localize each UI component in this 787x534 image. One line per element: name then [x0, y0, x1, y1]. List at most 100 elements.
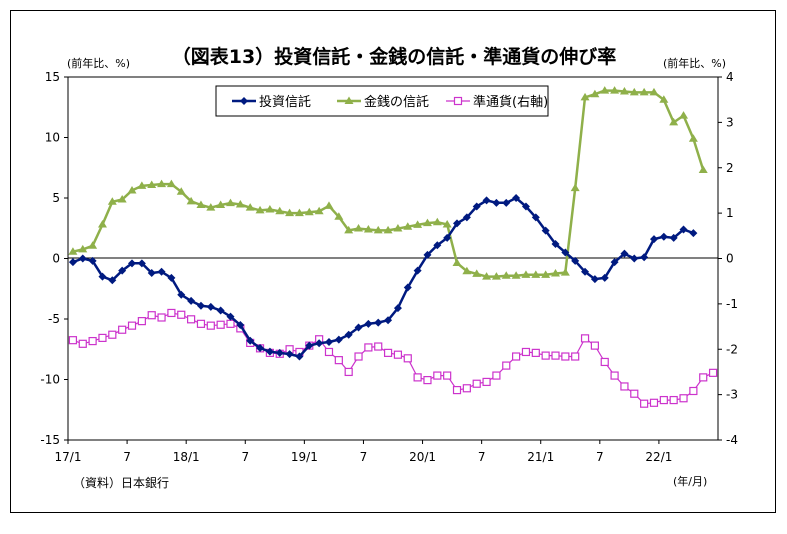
x-axis-unit: (年/月): [673, 474, 707, 488]
data-point: [433, 241, 442, 250]
data-point: [285, 208, 295, 217]
data-point: [679, 111, 689, 119]
series-line-quasi-money: [72, 312, 714, 405]
x-tick-label: 17/1: [55, 450, 82, 464]
data-point: [176, 187, 186, 195]
y-right-tick-label: -2: [726, 342, 738, 356]
data-point: [206, 302, 215, 311]
data-point: [68, 336, 78, 345]
data-point: [689, 386, 698, 396]
data-point: [590, 275, 599, 284]
data-point: [679, 225, 688, 234]
data-point: [304, 207, 314, 216]
data-point: [324, 347, 334, 357]
data-point: [187, 296, 196, 305]
data-point: [107, 197, 117, 205]
data-point: [157, 313, 166, 322]
chart-frame: （図表13）投資信託・金銭の信託・準通貨の伸び率 (前年比、%) (前年比、%)…: [10, 10, 776, 513]
data-point: [413, 266, 422, 275]
y-right-tick-label: -4: [726, 433, 738, 447]
x-tick-label: 21/1: [527, 450, 554, 464]
data-point: [620, 382, 629, 391]
data-point: [186, 196, 196, 205]
data-point: [403, 222, 413, 230]
data-point: [590, 341, 599, 350]
data-point: [541, 270, 551, 278]
data-point: [147, 180, 157, 188]
data-point: [226, 319, 235, 328]
data-point: [570, 183, 580, 192]
chart-svg: （図表13）投資信託・金銭の信託・準通貨の伸び率 (前年比、%) (前年比、%)…: [40, 45, 738, 490]
data-point: [541, 351, 550, 360]
y-axis-right-ticks: -4 -3 -2 -1 0 1 2 3 4: [718, 70, 738, 447]
y-left-tick-label: 15: [45, 70, 60, 84]
data-point: [393, 350, 403, 359]
x-tick-label: 22/1: [645, 450, 672, 464]
data-point: [659, 95, 669, 103]
data-point: [423, 250, 432, 259]
data-point: [482, 377, 491, 387]
data-point: [571, 352, 580, 361]
data-point: [285, 350, 294, 359]
data-point: [561, 248, 570, 257]
data-point: [147, 269, 156, 278]
data-point: [610, 258, 619, 267]
right-axis-unit: (前年比、%): [663, 56, 726, 70]
data-point: [393, 224, 403, 232]
legend-marker-triangle: [344, 96, 354, 104]
data-point: [433, 371, 442, 380]
y-left-tick-label: -15: [40, 433, 60, 447]
data-point: [295, 352, 304, 361]
data-point: [393, 304, 402, 313]
data-point: [88, 256, 97, 265]
data-point: [423, 376, 432, 385]
data-point: [422, 218, 432, 227]
data-point: [374, 318, 383, 327]
y-right-tick-label: 1: [726, 206, 734, 220]
data-point: [679, 394, 688, 403]
data-point: [157, 267, 166, 276]
y-left-tick-label: -10: [40, 373, 60, 387]
y-right-tick-label: 0: [726, 252, 734, 266]
data-point: [511, 271, 521, 279]
data-point: [521, 347, 531, 357]
data-point: [265, 204, 275, 213]
data-point: [226, 312, 235, 321]
data-point: [275, 348, 284, 357]
data-point: [659, 232, 668, 241]
data-point: [580, 334, 590, 343]
data-point: [344, 225, 354, 234]
data-point: [88, 241, 98, 249]
legend-marker-diamond: [240, 97, 248, 105]
data-point: [708, 368, 718, 377]
data-point: [551, 268, 560, 277]
data-point: [600, 357, 609, 367]
data-point: [669, 117, 679, 126]
data-point: [157, 179, 167, 188]
data-point: [374, 342, 383, 351]
x-tick-label: 7: [360, 450, 368, 464]
data-point: [167, 273, 176, 282]
data-point: [442, 219, 452, 228]
series-layer: [68, 86, 718, 408]
data-point: [167, 308, 176, 318]
data-point: [521, 202, 530, 211]
data-point: [78, 339, 87, 348]
data-point: [512, 194, 521, 202]
source-note: （資料）日本銀行: [73, 476, 169, 490]
data-point: [502, 361, 511, 370]
data-point: [452, 258, 462, 267]
data-point: [462, 384, 471, 393]
data-point: [521, 270, 531, 278]
data-point: [206, 321, 215, 330]
x-tick-label: 7: [123, 450, 131, 464]
data-point: [147, 311, 156, 320]
data-point: [453, 219, 462, 228]
data-point: [226, 198, 235, 207]
data-point: [246, 336, 255, 345]
data-point: [571, 256, 580, 265]
data-point: [413, 220, 423, 228]
series-money-trust: [68, 86, 708, 280]
data-point: [354, 323, 363, 332]
x-axis-ticks: 17/1 7 18/1 7 19/1 7 20/1 7 21/1 7 22/1: [55, 440, 672, 464]
